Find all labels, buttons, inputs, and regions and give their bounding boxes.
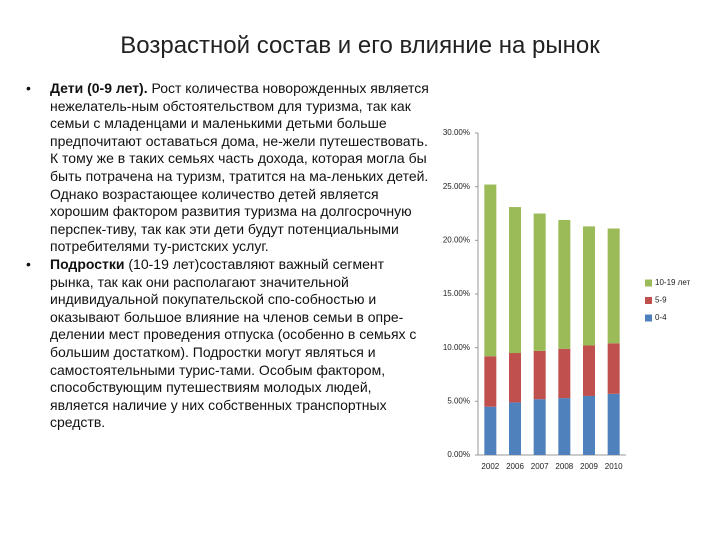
bar-segment [533, 350, 546, 400]
bar-segment [484, 406, 497, 455]
bar-segment [509, 353, 521, 403]
bullet-list: Дети (0-9 лет). Рост количества новорожд… [26, 80, 430, 432]
legend-label: 0-4 [655, 313, 667, 322]
y-tick-label: 30.00% [443, 128, 470, 137]
y-tick-label: 5.00% [447, 396, 470, 405]
bar-segment [484, 356, 497, 407]
bar-segment [509, 402, 521, 455]
x-tick-label: 2007 [531, 462, 549, 471]
bullet-item: Подростки (10-19 лет)составляют важный с… [26, 256, 430, 432]
x-tick-label: 2008 [555, 462, 573, 471]
bullet-text: (10-19 лет)составляют важный сегмент рын… [50, 255, 417, 431]
bar-segment [509, 207, 521, 354]
bar-segment [607, 393, 620, 455]
bar-segment [484, 184, 497, 357]
legend-swatch [645, 279, 652, 287]
bar-segment [558, 219, 571, 349]
bar-segment [558, 348, 571, 399]
bar-segment [607, 343, 620, 394]
bar-segment [533, 399, 546, 455]
x-tick-label: 2009 [580, 462, 598, 471]
x-tick-label: 2006 [506, 462, 524, 471]
bar-segment [583, 345, 595, 396]
legend-label: 5-9 [655, 296, 667, 305]
legend-swatch [645, 314, 652, 322]
bar-segment [558, 398, 571, 455]
x-tick-label: 2010 [605, 462, 623, 471]
legend-label: 10-19 лет [655, 278, 691, 287]
bullet-lead: Дети (0-9 лет). [50, 80, 148, 96]
x-tick-label: 2002 [481, 462, 499, 471]
bar-segment [583, 226, 595, 346]
y-tick-label: 20.00% [443, 235, 470, 244]
legend-swatch [645, 297, 652, 304]
bullet-item: Дети (0-9 лет). Рост количества новорожд… [26, 80, 430, 256]
bar-segment [533, 213, 546, 351]
bullet-text: Рост количества новорожденных является н… [50, 80, 429, 255]
y-tick-label: 15.00% [443, 289, 470, 298]
y-tick-label: 0.00% [447, 450, 470, 459]
y-tick-label: 10.00% [443, 343, 470, 352]
chart: 0.00% 5.00% 10.00% 15.00% 20.00% 25.00% 30.00%… [443, 128, 691, 471]
slide-title: Возрастной состав и его влияние на рынок [120, 32, 600, 59]
bullet-lead: Подростки [50, 255, 125, 272]
y-tick-label: 25.00% [443, 182, 470, 191]
bar-segment [607, 228, 620, 344]
bar-segment [583, 395, 595, 455]
